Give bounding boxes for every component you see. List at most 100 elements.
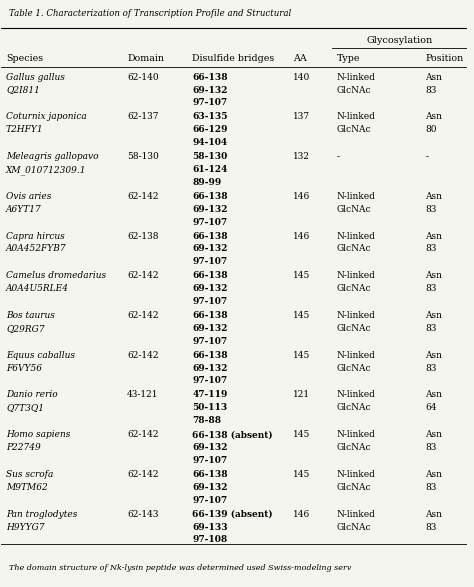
Text: 145: 145 [292, 470, 310, 479]
Text: 146: 146 [292, 232, 310, 241]
Text: 97-107: 97-107 [192, 257, 228, 266]
Text: 83: 83 [426, 86, 437, 95]
Text: Table 1. Characterization of Transcription Profile and Structural: Table 1. Characterization of Transcripti… [9, 9, 292, 18]
Text: Equus caballus: Equus caballus [6, 351, 75, 360]
Text: A0A452FYB7: A0A452FYB7 [6, 244, 67, 254]
Text: -: - [337, 152, 340, 161]
Text: Ovis aries: Ovis aries [6, 192, 51, 201]
Text: Camelus dromedarius: Camelus dromedarius [6, 271, 106, 281]
Text: 83: 83 [426, 324, 437, 333]
Text: GlcNAc: GlcNAc [337, 403, 372, 412]
Text: P22749: P22749 [6, 443, 41, 452]
Text: 137: 137 [292, 112, 310, 122]
Text: 97-107: 97-107 [192, 337, 228, 346]
Text: T2HFY1: T2HFY1 [6, 125, 44, 134]
Text: 83: 83 [426, 205, 437, 214]
Text: Bos taurus: Bos taurus [6, 311, 55, 320]
Text: Danio rerio: Danio rerio [6, 390, 58, 400]
Text: 97-108: 97-108 [192, 535, 228, 544]
Text: 121: 121 [292, 390, 310, 400]
Text: 145: 145 [292, 311, 310, 320]
Text: N-linked: N-linked [337, 271, 376, 281]
Text: Q7T3Q1: Q7T3Q1 [6, 403, 44, 412]
Text: Species: Species [6, 54, 43, 63]
Text: 66-138: 66-138 [192, 232, 228, 241]
Text: 63-135: 63-135 [192, 112, 228, 122]
Text: 69-132: 69-132 [192, 284, 228, 293]
Text: 94-104: 94-104 [192, 138, 228, 147]
Text: GlcNAc: GlcNAc [337, 125, 372, 134]
Text: 145: 145 [292, 271, 310, 281]
Text: N-linked: N-linked [337, 112, 376, 122]
Text: 97-107: 97-107 [192, 456, 228, 465]
Text: Sus scrofa: Sus scrofa [6, 470, 54, 479]
Text: N-linked: N-linked [337, 232, 376, 241]
Text: 97-107: 97-107 [192, 99, 228, 107]
Text: 62-142: 62-142 [127, 271, 159, 281]
Text: Asn: Asn [426, 510, 443, 519]
Text: 83: 83 [426, 483, 437, 492]
Text: N-linked: N-linked [337, 430, 376, 439]
Text: 62-142: 62-142 [127, 351, 159, 360]
Text: GlcNAc: GlcNAc [337, 443, 372, 452]
Text: N-linked: N-linked [337, 510, 376, 519]
Text: 62-142: 62-142 [127, 192, 159, 201]
Text: 132: 132 [292, 152, 310, 161]
Text: Coturnix japonica: Coturnix japonica [6, 112, 87, 122]
Text: 66-139 (absent): 66-139 (absent) [192, 510, 273, 519]
Text: GlcNAc: GlcNAc [337, 86, 372, 95]
Text: 64: 64 [426, 403, 437, 412]
Text: Asn: Asn [426, 351, 443, 360]
Text: 62-138: 62-138 [127, 232, 159, 241]
Text: F6VY56: F6VY56 [6, 363, 42, 373]
Text: Asn: Asn [426, 112, 443, 122]
Text: AA: AA [292, 54, 306, 63]
Text: 66-138: 66-138 [192, 351, 228, 360]
Text: Asn: Asn [426, 271, 443, 281]
Text: 140: 140 [292, 73, 310, 82]
Text: 66-129: 66-129 [192, 125, 228, 134]
Text: -: - [426, 152, 428, 161]
Text: M9TM62: M9TM62 [6, 483, 48, 492]
Text: 61-124: 61-124 [192, 165, 228, 174]
Text: 83: 83 [426, 443, 437, 452]
Text: Capra hircus: Capra hircus [6, 232, 65, 241]
Text: 83: 83 [426, 363, 437, 373]
Text: 66-138: 66-138 [192, 73, 228, 82]
Text: 62-142: 62-142 [127, 430, 159, 439]
Text: 80: 80 [426, 125, 437, 134]
Text: Asn: Asn [426, 311, 443, 320]
Text: 69-133: 69-133 [192, 522, 228, 531]
Text: N-linked: N-linked [337, 390, 376, 400]
Text: Asn: Asn [426, 73, 443, 82]
Text: 145: 145 [292, 430, 310, 439]
Text: N-linked: N-linked [337, 470, 376, 479]
Text: 62-142: 62-142 [127, 311, 159, 320]
Text: GlcNAc: GlcNAc [337, 363, 372, 373]
Text: 83: 83 [426, 284, 437, 293]
Text: N-linked: N-linked [337, 311, 376, 320]
Text: 97-107: 97-107 [192, 495, 228, 505]
Text: 69-132: 69-132 [192, 363, 228, 373]
Text: Type: Type [337, 54, 360, 63]
Text: Asn: Asn [426, 430, 443, 439]
Text: 62-143: 62-143 [127, 510, 159, 519]
Text: 47-119: 47-119 [192, 390, 228, 400]
Text: 66-138: 66-138 [192, 192, 228, 201]
Text: Disulfide bridges: Disulfide bridges [192, 54, 275, 63]
Text: 62-142: 62-142 [127, 470, 159, 479]
Text: 97-107: 97-107 [192, 297, 228, 306]
Text: The domain structure of Nk-lysin peptide was determined used Swiss-modeling serv: The domain structure of Nk-lysin peptide… [9, 564, 352, 572]
Text: 58-130: 58-130 [192, 152, 228, 161]
Text: 69-132: 69-132 [192, 86, 228, 95]
Text: Q2I811: Q2I811 [6, 86, 40, 95]
Text: GlcNAc: GlcNAc [337, 324, 372, 333]
Text: Asn: Asn [426, 390, 443, 400]
Text: GlcNAc: GlcNAc [337, 522, 372, 531]
Text: Gallus gallus: Gallus gallus [6, 73, 65, 82]
Text: 66-138: 66-138 [192, 311, 228, 320]
Text: 69-132: 69-132 [192, 244, 228, 254]
Text: N-linked: N-linked [337, 192, 376, 201]
Text: Asn: Asn [426, 192, 443, 201]
Text: Asn: Asn [426, 470, 443, 479]
